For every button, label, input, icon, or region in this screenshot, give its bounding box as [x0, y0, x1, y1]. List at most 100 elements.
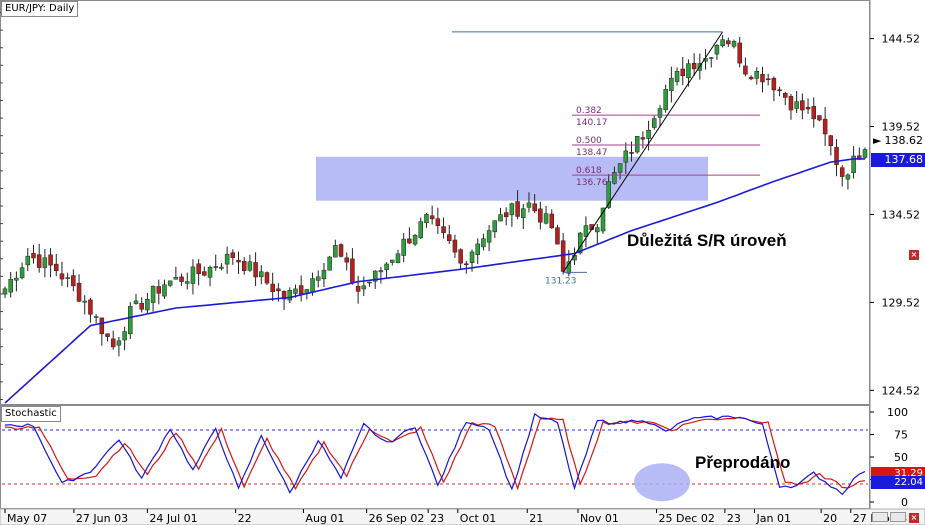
candle-body [646, 129, 651, 139]
sr-zone-box [316, 156, 708, 201]
candle-body [617, 163, 623, 173]
candle-body [298, 285, 304, 295]
close-stoch-panel-icon[interactable]: × [909, 513, 919, 523]
candle-body [777, 89, 782, 92]
candle-body [110, 338, 116, 348]
candle-body [726, 40, 731, 45]
candle-body [458, 249, 463, 264]
candle-body [828, 135, 834, 147]
fib-ratio-label: 0.382 [576, 106, 602, 116]
candle-body [315, 276, 321, 281]
candle-body [241, 261, 247, 271]
candle-body [179, 276, 184, 282]
candle-body [82, 300, 87, 303]
candle-body [714, 45, 720, 55]
current-price-badge: ► 138.62 [871, 134, 925, 149]
current-price-arrow-icon: ► [873, 134, 882, 148]
candle-body [150, 285, 156, 303]
time-tick-label: 22 [238, 512, 252, 525]
moving-average-line [4, 158, 865, 404]
candle-body [441, 226, 446, 234]
candle-body [612, 172, 617, 184]
candle-body [401, 238, 406, 256]
candle-body [390, 259, 395, 263]
candle-body [156, 286, 162, 294]
candle-body [521, 208, 526, 219]
candle-body [236, 259, 241, 263]
candle-body [429, 215, 435, 220]
candle-body [128, 306, 133, 335]
candle-body [771, 77, 777, 91]
candle-body [327, 256, 332, 271]
candle-body [338, 244, 344, 257]
candle-body [25, 255, 31, 266]
candle-body [167, 280, 173, 286]
candle-body [634, 136, 640, 153]
candle-body [219, 266, 224, 269]
indicator-title: Stochastic [1, 406, 61, 422]
oversold-highlight [634, 463, 690, 502]
candle-body [196, 263, 201, 274]
candle-body [65, 277, 70, 279]
candle-body [76, 282, 82, 302]
candle-body [680, 68, 685, 77]
candle-body [42, 257, 48, 268]
candle-body [783, 93, 788, 98]
scroll-left-button[interactable] [872, 512, 888, 522]
time-tick-label: 24 Jul 01 [149, 512, 197, 525]
candle-body [481, 238, 486, 248]
current-price-value: 138.62 [884, 134, 924, 148]
scroll-right-button[interactable] [890, 512, 906, 522]
stoch-k-value: 31.29 [894, 467, 923, 479]
moving-average-value: 137.68 [884, 152, 924, 166]
time-tick-label: May 07 [7, 512, 47, 525]
stoch-d-badge: 22.04 [871, 476, 925, 490]
fib-diagonal-line [562, 31, 724, 273]
candle-body [845, 174, 851, 180]
candle-body [503, 212, 509, 217]
stoch-k-line [4, 412, 866, 496]
candle-body [469, 251, 475, 264]
candle-body [583, 225, 589, 237]
candle-body [139, 303, 144, 310]
chart-title: EUR/JPY: Daily [1, 1, 79, 17]
candle-body [350, 258, 355, 283]
stoch-tick-label: 100 [887, 406, 908, 419]
candle-body [355, 285, 361, 292]
candle-body [435, 218, 441, 226]
fib-ratio-label: 0.618 [576, 166, 602, 176]
candle-body [116, 340, 122, 346]
time-tick-label: Oct 01 [460, 512, 497, 525]
candle-body [640, 137, 646, 140]
oversold-annotation: Přeprodáno [695, 453, 791, 472]
candle-body [395, 253, 401, 263]
stoch-d-line [4, 416, 866, 491]
candle-body [367, 281, 372, 284]
candle-body [543, 213, 549, 224]
candle-body [372, 270, 378, 282]
candle-body [754, 71, 760, 79]
time-tick-label: Jan 01 [756, 512, 791, 525]
price-tick-label: 144.52 [882, 33, 921, 46]
candle-body [851, 155, 856, 173]
candle-body [509, 203, 515, 216]
candle-body [145, 298, 150, 311]
candle-body [538, 208, 543, 223]
candle-body [344, 257, 349, 263]
candle-body [486, 230, 492, 243]
candle-body [378, 270, 384, 273]
time-tick-label: 27 Jun 03 [76, 512, 128, 525]
candle-body [333, 245, 338, 258]
candle-body [862, 149, 868, 158]
close-price-panel-icon[interactable]: × [909, 250, 919, 260]
candle-body [492, 220, 498, 233]
candle-body [190, 266, 196, 284]
candle-body [93, 316, 99, 318]
candle-body [412, 234, 418, 245]
candle-body [663, 89, 668, 110]
candle-body [600, 207, 606, 232]
stoch-d-value: 22.04 [894, 477, 923, 489]
candle-body [674, 71, 680, 82]
candle-body [822, 118, 828, 135]
